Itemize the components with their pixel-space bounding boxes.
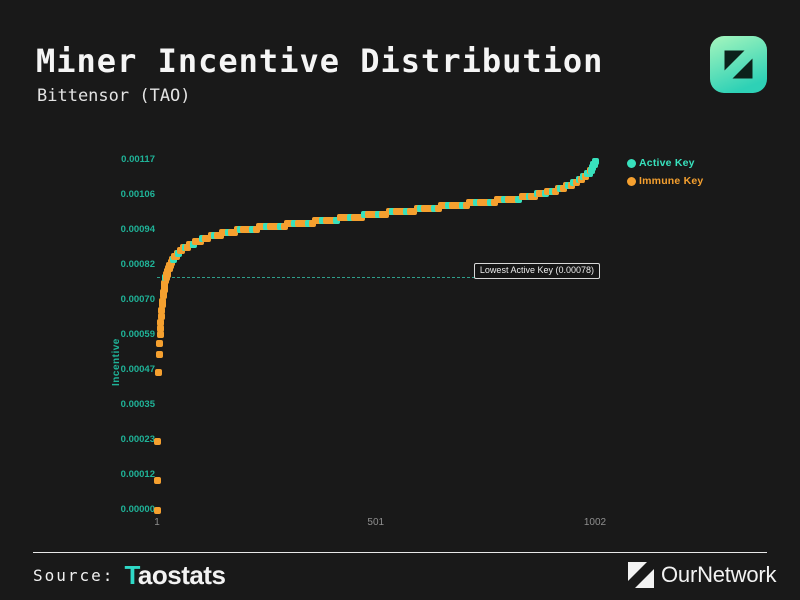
immune-key-point [156, 330, 164, 338]
immune-key-point [157, 312, 165, 320]
source-label: Source: [33, 565, 115, 585]
immune-key-dot-icon [627, 176, 636, 186]
legend-item-active-key: Active Key [627, 154, 703, 172]
active-key-point [591, 157, 599, 165]
y-tick-label: 0.00094 [120, 224, 155, 235]
legend-item-immune-key: Immune Key [627, 172, 703, 190]
y-tick-label: 0.00059 [120, 329, 155, 340]
active-key-point [515, 196, 523, 204]
active-key-point [333, 217, 341, 225]
immune-key-point [462, 202, 470, 210]
immune-key-point [204, 235, 212, 243]
y-tick-label: 0.00023 [120, 434, 155, 445]
lowest-active-refline [157, 277, 600, 278]
immune-key-point [371, 211, 379, 219]
active-key-dot-icon [627, 158, 636, 168]
lowest-active-annotation: Lowest Active Key (0.00078) [473, 263, 600, 280]
immune-key-point [480, 199, 488, 207]
immune-key-point [156, 339, 164, 347]
y-tick-label: 0.00047 [120, 364, 155, 375]
y-tick-label: 0.00117 [121, 154, 155, 165]
y-tick-label: 0.00000 [120, 504, 155, 515]
ournetwork-wordmark: OurNetwork [661, 562, 777, 587]
immune-key-point [259, 223, 267, 231]
footer-divider [33, 552, 767, 553]
chart-legend: Active Key Immune Key [627, 154, 703, 190]
y-axis-title: Incentive [111, 338, 122, 386]
ournetwork-logo-icon [710, 36, 767, 93]
x-tick-label: 1 [154, 517, 160, 528]
immune-key-point [153, 476, 161, 484]
ournetwork-brand: OurNetwork [628, 561, 777, 589]
x-tick-label: 1002 [583, 517, 607, 528]
source-attribution: Source: Taostats [33, 559, 226, 590]
immune-key-point [155, 351, 163, 359]
immune-key-point [382, 211, 390, 219]
immune-key-point [410, 208, 418, 216]
y-tick-label: 0.00035 [120, 399, 155, 410]
immune-key-point [153, 506, 161, 514]
page-title: Miner Incentive Distribution [36, 42, 604, 80]
y-tick-label: 0.00106 [120, 189, 155, 200]
immune-key-point [490, 199, 498, 207]
legend-label-immune: Immune Key [639, 175, 704, 187]
legend-label-active: Active Key [639, 157, 695, 169]
immune-key-point [434, 205, 442, 213]
y-tick-label: 0.00012 [120, 469, 155, 480]
immune-key-point [159, 297, 167, 305]
immune-key-point [157, 324, 164, 332]
x-tick-label: 501 [367, 517, 385, 528]
immune-key-point [155, 369, 163, 377]
immune-key-point [158, 306, 166, 314]
y-tick-label: 0.00082 [120, 259, 155, 270]
y-tick-label: 0.00070 [120, 294, 155, 305]
immune-key-point [154, 437, 162, 445]
immune-key-point [157, 318, 165, 326]
taostats-logo: Taostats [124, 559, 226, 590]
page-subtitle: Bittensor (TAO) [37, 86, 191, 106]
ournetwork-n-icon [628, 562, 654, 588]
